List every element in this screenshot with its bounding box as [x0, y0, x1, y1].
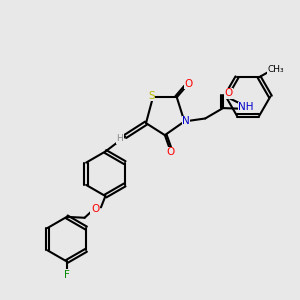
- Text: F: F: [64, 270, 70, 280]
- Text: O: O: [91, 204, 99, 214]
- Text: O: O: [224, 88, 232, 98]
- Text: NH: NH: [238, 102, 254, 112]
- Text: CH₃: CH₃: [268, 65, 284, 74]
- Text: H: H: [116, 134, 123, 143]
- Text: O: O: [167, 147, 175, 157]
- Text: S: S: [148, 91, 155, 101]
- Text: N: N: [182, 116, 190, 126]
- Text: O: O: [184, 79, 193, 89]
